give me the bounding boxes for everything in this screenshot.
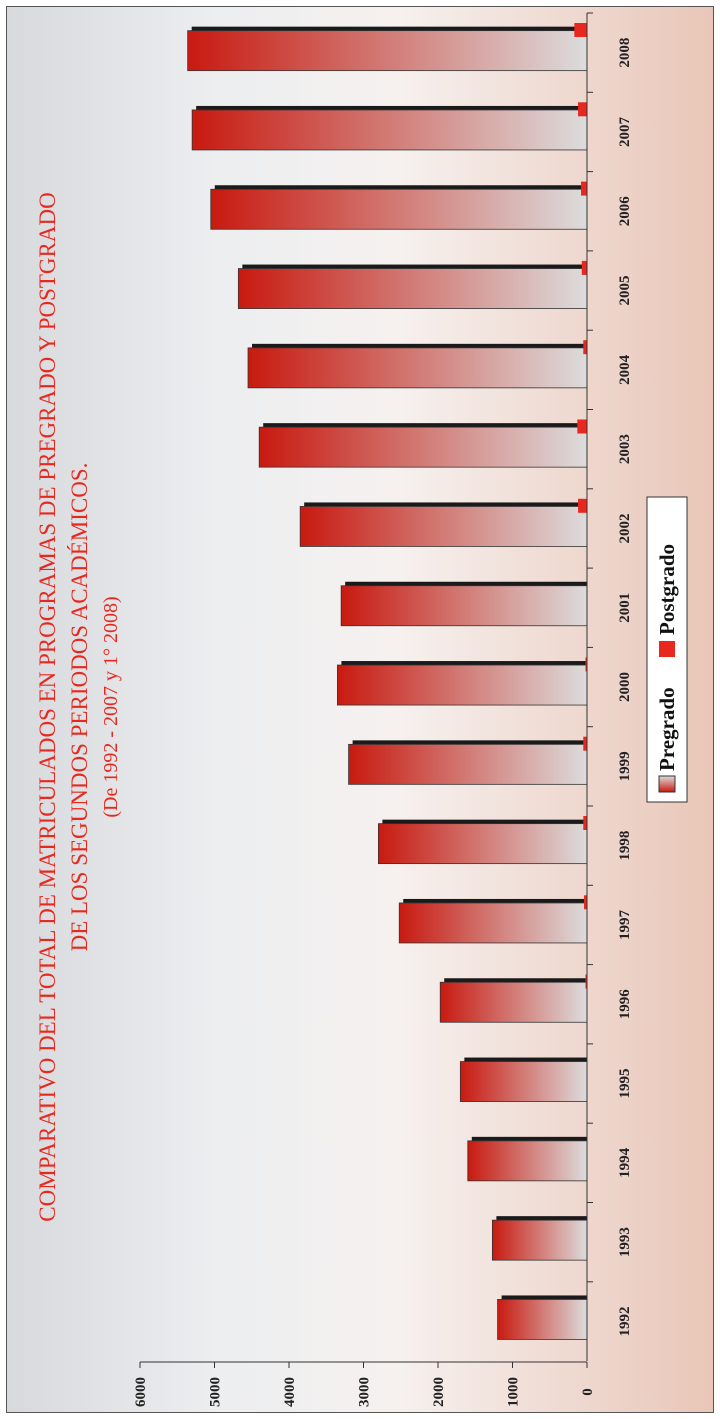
bar-postgrado — [583, 816, 587, 830]
category-tick-label: 1995 — [617, 1069, 633, 1099]
bar-pregrado — [210, 188, 588, 230]
category-tick-label: 2004 — [617, 354, 633, 385]
chart: COMPARATIVO DEL TOTAL DE MATRICULADOS EN… — [35, 12, 688, 1407]
value-tick-label: 5000 — [208, 1377, 224, 1407]
legend-label-postgrado: Postgrado — [655, 544, 679, 635]
category-tick-label: 1996 — [617, 989, 633, 1020]
bar-pregrado-shadow — [382, 819, 587, 824]
value-tick-label: 0 — [580, 1388, 596, 1396]
bar-pregrado — [439, 981, 588, 1023]
bar-pregrado — [377, 823, 588, 865]
value-tick-label: 2000 — [431, 1377, 447, 1407]
legend: Pregrado Postgrado — [646, 496, 688, 803]
category-tick-label: 2008 — [617, 38, 633, 68]
value-tick-label: 6000 — [133, 1377, 149, 1407]
bar-postgrado — [581, 181, 587, 196]
bar-pregrado — [337, 664, 588, 706]
bar-pregrado-shadow — [214, 185, 587, 190]
category-tick-label: 1993 — [617, 1227, 633, 1257]
bar-pregrado — [497, 1299, 588, 1340]
legend-label-pregrado: Pregrado — [655, 687, 679, 771]
category-tick-label: 2001 — [617, 593, 633, 623]
category-tick-label: 2000 — [617, 672, 633, 702]
bar-pregrado — [340, 585, 588, 627]
bar-postgrado — [585, 657, 587, 672]
bar-pregrado — [299, 506, 588, 547]
bar-pregrado-shadow — [403, 898, 587, 903]
title-line-1: COMPARATIVO DEL TOTAL DE MATRICULADOS EN… — [35, 192, 60, 1221]
legend-swatch-pregrado — [658, 775, 676, 793]
bar-pregrado-shadow — [196, 105, 587, 110]
bar-postgrado — [574, 23, 587, 37]
bar-postgrado — [583, 340, 587, 355]
category-tick-label: 2007 — [617, 116, 633, 147]
bar-pregrado — [237, 268, 588, 309]
bar-pregrado-shadow — [496, 1216, 587, 1221]
bar-pregrado-shadow — [345, 581, 587, 586]
category-tick-label: 1997 — [617, 909, 633, 940]
bar-postgrado — [578, 102, 587, 117]
bar-pregrado-shadow — [464, 1057, 587, 1062]
legend-swatch-postgrado — [659, 641, 675, 657]
category-tick-label: 1999 — [617, 751, 633, 781]
bar-pregrado — [258, 426, 588, 468]
bar-pregrado-shadow — [471, 1136, 587, 1141]
chart-title: COMPARATIVO DEL TOTAL DE MATRICULADOS EN… — [35, 192, 122, 1221]
bar-pregrado-shadow — [341, 661, 587, 666]
bar-postgrado — [578, 498, 587, 513]
bar-pregrado — [187, 30, 588, 72]
bar-pregrado-shadow — [242, 264, 587, 269]
bar-pregrado-shadow — [191, 26, 587, 31]
category-tick-label: 2002 — [617, 513, 633, 543]
category-tick-label: 1994 — [617, 1147, 633, 1178]
value-tick-label: 4000 — [282, 1377, 298, 1407]
bar-pregrado — [191, 109, 588, 151]
bar-pregrado — [467, 1140, 588, 1182]
bar-postgrado — [583, 736, 587, 751]
bar-pregrado-shadow — [501, 1295, 587, 1300]
bar-pregrado-shadow — [444, 978, 587, 983]
bar-postgrado — [585, 974, 587, 989]
category-tick-label: 1992 — [617, 1306, 633, 1336]
category-tick-label: 2006 — [617, 196, 633, 227]
value-tick-label: 3000 — [357, 1377, 373, 1407]
chart-frame: COMPARATIVO DEL TOTAL DE MATRICULADOS EN… — [6, 6, 714, 1413]
bars — [187, 23, 588, 1340]
category-tick-label: 2003 — [617, 434, 633, 464]
bar-pregrado-shadow — [263, 423, 587, 428]
bar-pregrado — [348, 743, 588, 785]
bar-pregrado-shadow — [352, 740, 587, 745]
category-tick-label: 1998 — [617, 831, 633, 861]
bar-pregrado-shadow — [252, 343, 587, 348]
category-axis: 1992 1993 1994 1995 1996 1997 1998 1999 2000 2001… — [586, 12, 633, 1362]
bar-pregrado — [491, 1219, 588, 1261]
bar-postgrado — [584, 895, 587, 910]
bar-pregrado-shadow — [304, 502, 587, 507]
value-tick-label: 1000 — [506, 1377, 522, 1407]
value-axis: 0 1000 2000 3000 4000 5000 6000 — [133, 1361, 596, 1407]
bar-postgrado — [577, 419, 587, 434]
title-line-3: (De 1992 - 2007 y 1° 2008) — [100, 596, 122, 817]
category-tick-label: 2005 — [617, 276, 633, 306]
bar-pregrado — [459, 1061, 588, 1102]
title-line-2: DE LOS SEGUNDOS PERIODOS ACADÉMICOS. — [67, 463, 92, 952]
bar-pregrado — [398, 902, 588, 944]
bar-pregrado — [247, 347, 588, 389]
bar-postgrado — [581, 260, 587, 275]
